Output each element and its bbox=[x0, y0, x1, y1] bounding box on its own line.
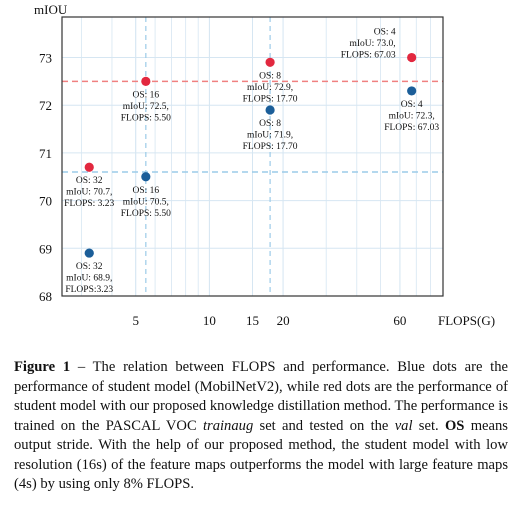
x-tick-label: 60 bbox=[393, 313, 406, 328]
axis-ticks: 68 69 70 71 72 73 5 10 15 20 60 bbox=[39, 51, 406, 328]
point-labels: OS: 32 mIoU: 68.9, FLOPS:3.23 OS: 16 mIoU: 7… bbox=[64, 28, 439, 296]
student-point bbox=[141, 172, 151, 182]
data-points bbox=[84, 52, 417, 258]
student-point bbox=[84, 248, 94, 258]
y-tick-label: 72 bbox=[39, 98, 52, 113]
caption-text: set and tested on the bbox=[253, 417, 395, 434]
y-tick-label: 71 bbox=[39, 146, 52, 161]
figure-caption: Figure 1 – The relation between FLOPS an… bbox=[14, 358, 508, 495]
student-point bbox=[265, 105, 275, 115]
data-label: OS: 4 mIoU: 72.3, FLOPS: 67.03 bbox=[384, 100, 439, 133]
y-tick-label: 69 bbox=[39, 241, 52, 256]
caption-emphasis: trainaug bbox=[202, 417, 254, 434]
plot-frame bbox=[61, 16, 444, 297]
y-tick-label: 68 bbox=[39, 289, 52, 304]
x-tick-label: 15 bbox=[246, 313, 259, 328]
caption-text: – The relation between FLOPS and perform… bbox=[14, 359, 508, 434]
data-label: OS: 32 mIoU: 70.7, FLOPS: 3.23 bbox=[64, 176, 114, 209]
distilled-point bbox=[141, 76, 151, 86]
grid-lines bbox=[62, 17, 444, 296]
caption-text: set. bbox=[412, 417, 445, 434]
data-label: OS: 4 mIoU: 73.0, FLOPS: 67.03 bbox=[341, 28, 396, 61]
distilled-point bbox=[265, 57, 275, 67]
y-tick-label: 73 bbox=[39, 51, 52, 66]
data-label: OS: 16 mIoU: 72.5, FLOPS: 5.50 bbox=[121, 90, 171, 123]
student-point bbox=[407, 86, 417, 96]
scatter-chart: 68 69 70 71 72 73 5 10 15 20 60 mIOU FLOPS(G) OS: … bbox=[34, 2, 495, 328]
x-axis-label: FLOPS(G) bbox=[438, 313, 495, 328]
data-label: OS: 16 mIoU: 70.5, FLOPS: 5.50 bbox=[121, 186, 171, 219]
distilled-point bbox=[407, 52, 417, 63]
caption-strong: OS bbox=[444, 417, 465, 434]
data-label: OS: 8 mIoU: 72.9, FLOPS: 17.70 bbox=[243, 71, 298, 104]
x-tick-label: 5 bbox=[132, 313, 139, 328]
x-tick-label: 20 bbox=[277, 313, 290, 328]
caption-emphasis: val bbox=[394, 417, 413, 434]
data-label: OS: 32 mIoU: 68.9, FLOPS:3.23 bbox=[65, 262, 113, 295]
y-tick-label: 70 bbox=[39, 194, 52, 209]
y-axis-label: mIOU bbox=[34, 2, 68, 17]
data-label: OS: 8 mIoU: 71.9, FLOPS: 17.70 bbox=[243, 119, 298, 152]
caption-label: Figure 1 bbox=[14, 359, 71, 375]
caption-text: means output stride. With the help of ou… bbox=[14, 417, 508, 493]
distilled-point bbox=[84, 162, 94, 172]
x-tick-label: 10 bbox=[203, 313, 216, 328]
